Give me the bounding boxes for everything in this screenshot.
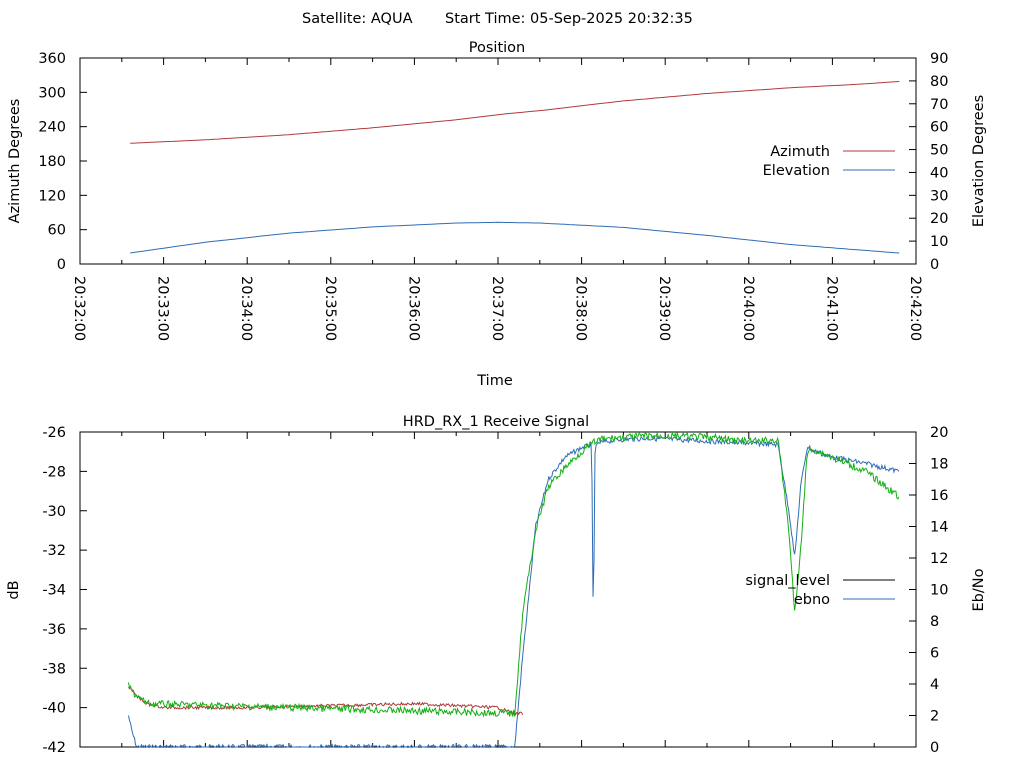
signal-right-tick-label: 10 xyxy=(930,583,948,599)
legend-ebno-label: ebno xyxy=(794,592,830,608)
position-title: Position xyxy=(469,40,525,56)
legend-signal-level-label: signal_level xyxy=(745,573,830,589)
signal-plot-frame xyxy=(79,431,917,748)
position-x-tick-label: 20:35:00 xyxy=(322,276,338,341)
signal-series-signal-raw xyxy=(128,686,524,716)
position-left-tick-label: 120 xyxy=(38,188,66,204)
signal-left-tick-label: -42 xyxy=(42,740,66,756)
signal-title: HRD_RX_1 Receive Signal xyxy=(403,414,589,430)
position-x-tick-label: 20:32:00 xyxy=(71,276,87,341)
signal-left-tick-label: -26 xyxy=(42,425,66,441)
position-right-tick-label: 70 xyxy=(930,97,948,113)
signal-left-tick-label: -34 xyxy=(42,583,66,599)
signal-legend: signal_level ebno xyxy=(745,573,895,608)
position-axes: 0 60 120 180 240 300 360 0 10 20 30 40 50 60 70 80 90 20:… xyxy=(38,51,948,341)
position-chart: Position Azimuth Degrees Elevation Degre… xyxy=(7,40,987,389)
position-right-tick-label: 80 xyxy=(930,74,948,90)
signal-left-axis-label: dB xyxy=(6,580,22,599)
position-x-tick-label: 20:34:00 xyxy=(238,276,254,341)
position-right-tick-label: 30 xyxy=(930,188,948,204)
signal-right-tick-label: 6 xyxy=(930,646,939,662)
position-plot-frame xyxy=(79,57,917,265)
signal-left-tick-label: -40 xyxy=(42,701,66,717)
position-left-tick-label: 180 xyxy=(38,154,66,170)
signal-left-tick-label: -32 xyxy=(42,543,66,559)
position-x-tick-label: 20:37:00 xyxy=(489,276,505,341)
position-left-tick-label: 360 xyxy=(38,51,66,67)
position-right-axis-label: Elevation Degrees xyxy=(971,95,987,227)
position-x-axis-label: Time xyxy=(476,373,513,389)
position-left-tick-label: 60 xyxy=(48,223,66,239)
position-right-tick-label: 10 xyxy=(930,234,948,250)
start-time-title: Start Time: 05-Sep-2025 20:32:35 xyxy=(445,11,693,27)
signal-left-tick-label: -36 xyxy=(42,622,66,638)
position-right-tick-label: 40 xyxy=(930,165,948,181)
signal-left-tick-label: -30 xyxy=(42,504,66,520)
satellite-title: Satellite: AQUA xyxy=(302,11,413,27)
signal-series-signal-locked xyxy=(128,430,900,718)
position-legend: Azimuth Elevation xyxy=(763,144,895,179)
signal-left-tick-label: -38 xyxy=(42,661,66,677)
signal-chart: HRD_RX_1 Receive Signal dB Eb/No -42-40-… xyxy=(6,414,987,756)
position-x-tick-label: 20:41:00 xyxy=(823,276,839,341)
position-series-azimuth xyxy=(130,81,900,144)
position-right-tick-label: 90 xyxy=(930,51,948,67)
position-series-elevation xyxy=(130,221,900,254)
signal-axes: -42 -40 -38 -36 -34 -32 -30 -28 -26 0 2 4 6 8 10 12 14 16… xyxy=(42,425,948,756)
position-left-tick-label: 0 xyxy=(57,257,66,273)
signal-right-tick-label: 2 xyxy=(930,709,939,725)
signal-right-tick-label: 12 xyxy=(930,551,948,567)
position-left-tick-label: 300 xyxy=(38,85,66,101)
legend-azimuth-label: Azimuth xyxy=(770,144,830,160)
signal-series xyxy=(128,430,900,749)
signal-right-tick-label: 14 xyxy=(930,520,948,536)
position-right-tick-label: 20 xyxy=(930,211,948,227)
position-x-tick-label: 20:36:00 xyxy=(405,276,421,341)
legend-elevation-label: Elevation xyxy=(763,163,830,179)
position-right-tick-label: 60 xyxy=(930,120,948,136)
signal-right-tick-label: 8 xyxy=(930,614,939,630)
position-right-tick-label: 0 xyxy=(930,257,939,273)
position-left-axis-label: Azimuth Degrees xyxy=(7,99,23,224)
position-right-tick-label: 50 xyxy=(930,143,948,159)
signal-series-ebno xyxy=(128,434,900,749)
position-x-tick-label: 20:42:00 xyxy=(907,276,923,341)
signal-right-tick-label: 18 xyxy=(930,457,948,473)
signal-left-tick-label: -28 xyxy=(42,464,66,480)
position-series xyxy=(130,81,900,254)
position-left-tick-label: 240 xyxy=(38,120,66,136)
signal-right-tick-label: 20 xyxy=(930,425,948,441)
position-x-tick-label: 20:38:00 xyxy=(573,276,589,341)
position-x-tick-label: 20:33:00 xyxy=(155,276,171,341)
signal-right-tick-label: 4 xyxy=(930,677,939,693)
position-x-tick-label: 20:39:00 xyxy=(656,276,672,341)
signal-right-axis-label: Eb/No xyxy=(971,568,987,611)
signal-right-tick-label: 16 xyxy=(930,488,948,504)
signal-right-tick-label: 0 xyxy=(930,740,939,756)
position-x-tick-label: 20:40:00 xyxy=(740,276,756,341)
